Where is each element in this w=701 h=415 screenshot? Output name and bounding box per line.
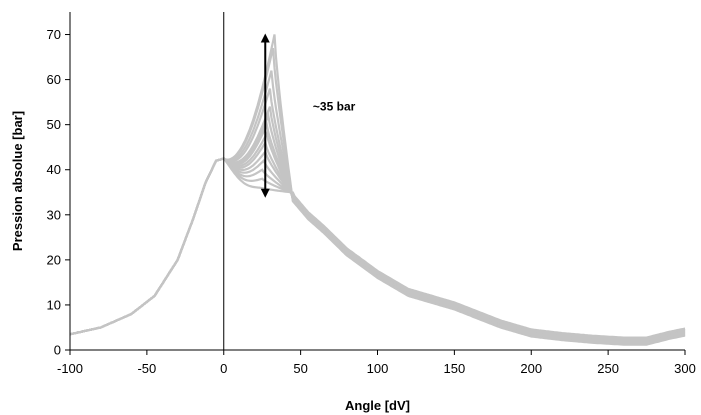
series-line <box>69 157 686 340</box>
series-line <box>69 157 686 340</box>
x-tick-label: -100 <box>57 361 83 376</box>
curve-group <box>69 34 686 346</box>
y-axis-title: Pression absolue [bar] <box>10 111 25 251</box>
x-tick-label: 150 <box>444 361 466 376</box>
x-tick-label: 100 <box>367 361 389 376</box>
series-line <box>69 34 686 346</box>
series-line <box>69 47 686 346</box>
x-tick-label: -50 <box>137 361 156 376</box>
arrow-head-top <box>260 33 270 43</box>
y-tick-label: 60 <box>47 72 61 87</box>
x-tick-label: 250 <box>597 361 619 376</box>
series-line <box>69 140 686 342</box>
y-tick-label: 30 <box>47 207 61 222</box>
x-tick-label: 200 <box>520 361 542 376</box>
x-tick-label: 300 <box>674 361 696 376</box>
y-tick-label: 40 <box>47 162 61 177</box>
series-line <box>69 111 686 343</box>
arrow-head-bottom <box>260 188 270 198</box>
x-tick-label: 50 <box>293 361 307 376</box>
series-line <box>69 157 686 341</box>
tick-group: 0 10 20 30 40 50 60 70 -100 -50 0 50 100 150 200 250 300 <box>47 27 696 376</box>
y-tick-label: 50 <box>47 117 61 132</box>
annotation-group: ~35 bar <box>260 33 356 198</box>
series-line <box>69 106 686 344</box>
series-line <box>69 121 686 343</box>
y-tick-label: 10 <box>47 297 61 312</box>
x-axis-title: Angle [dV] <box>345 398 410 413</box>
y-tick-label: 20 <box>47 252 61 267</box>
y-tick-label: 70 <box>47 27 61 42</box>
annotation-label: ~35 bar <box>313 100 356 114</box>
axes <box>69 12 685 351</box>
series-line <box>69 70 686 345</box>
y-tick-label: 0 <box>54 343 61 358</box>
series-line <box>69 130 686 342</box>
series-line <box>69 149 686 341</box>
x-tick-label: 0 <box>220 361 227 376</box>
series-line <box>69 157 686 339</box>
series-line <box>69 88 686 345</box>
